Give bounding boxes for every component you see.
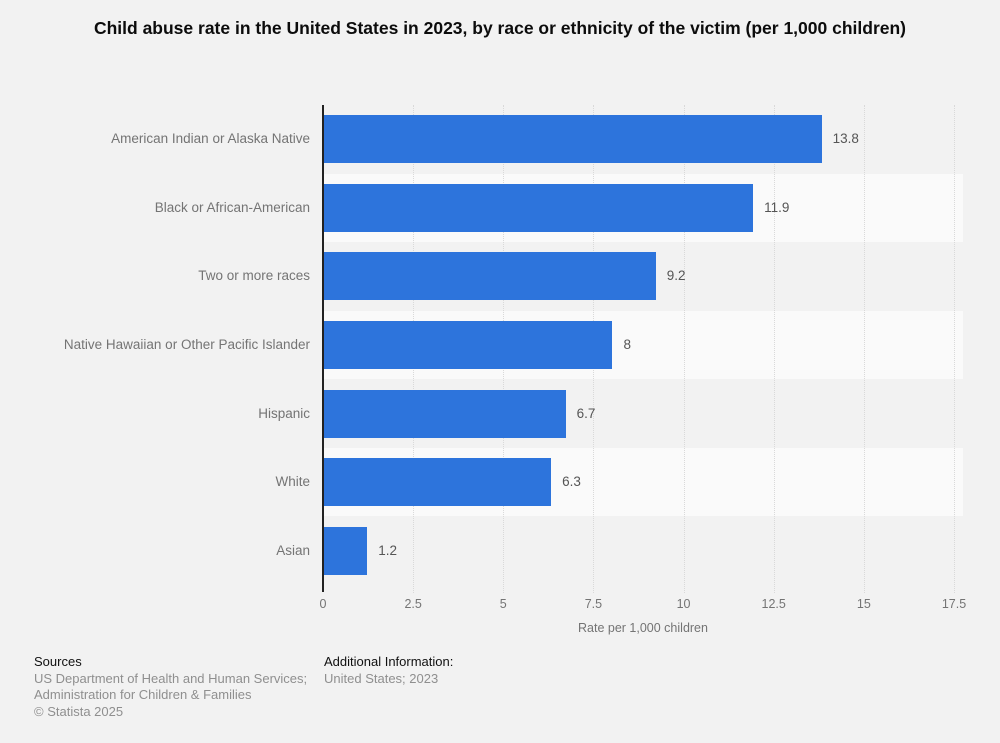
gridline (683, 105, 685, 593)
bar (324, 389, 566, 438)
bar (324, 526, 368, 575)
x-tick-label: 12.5 (761, 597, 786, 611)
additional-info-text: United States; 2023 (324, 670, 439, 686)
value-label: 6.3 (562, 474, 581, 490)
x-tick-label: 7.5 (584, 597, 603, 611)
sources-line-2: Administration for Children & Families (34, 687, 252, 702)
copyright-statista: © Statista 2025 (34, 703, 124, 719)
x-tick-label: 2.5 (404, 597, 422, 611)
x-tick-label: 5 (499, 597, 507, 611)
value-label: 9.2 (666, 268, 686, 284)
gridline (863, 105, 865, 593)
value-label: 13.8 (832, 131, 859, 147)
category-label: Black or African-American (154, 199, 310, 215)
axis-line (322, 105, 324, 592)
additional-info-heading: Additional Information: (324, 654, 454, 669)
value-label: 8 (623, 337, 631, 352)
category-label: Native Hawaiian or Other Pacific Islande… (63, 337, 310, 352)
category-label: Asian (276, 542, 310, 558)
x-tick-label: 10 (676, 597, 691, 611)
value-label: 6.7 (576, 405, 596, 421)
sources-heading: Sources (34, 654, 82, 669)
row-band (323, 516, 963, 585)
gridline (953, 105, 955, 593)
chart-title: Child abuse rate in the United States in… (93, 18, 907, 38)
category-label: Two or more races (198, 268, 310, 284)
value-label: 11.9 (764, 199, 790, 215)
bar (324, 183, 754, 232)
bar (324, 458, 552, 507)
bar (324, 115, 822, 164)
category-label: Hispanic (258, 405, 310, 421)
additional-info-block: Additional Information: United States; 2… (324, 654, 453, 687)
category-label: White (275, 474, 310, 490)
x-tick-label: 0 (319, 597, 327, 611)
sources-line-1: US Department of Health and Human Servic… (34, 670, 308, 686)
sources-block: Sources US Department of Health and Huma… (34, 654, 307, 720)
category-label: American Indian or Alaska Native (111, 131, 310, 147)
gridline (773, 105, 775, 593)
bar (324, 252, 656, 301)
x-axis-title: Rate per 1,000 children (578, 621, 708, 635)
x-tick-label: 15 (856, 597, 871, 611)
bar (324, 321, 613, 369)
value-label: 1.2 (378, 542, 398, 558)
x-tick-label: 17.5 (941, 597, 967, 611)
